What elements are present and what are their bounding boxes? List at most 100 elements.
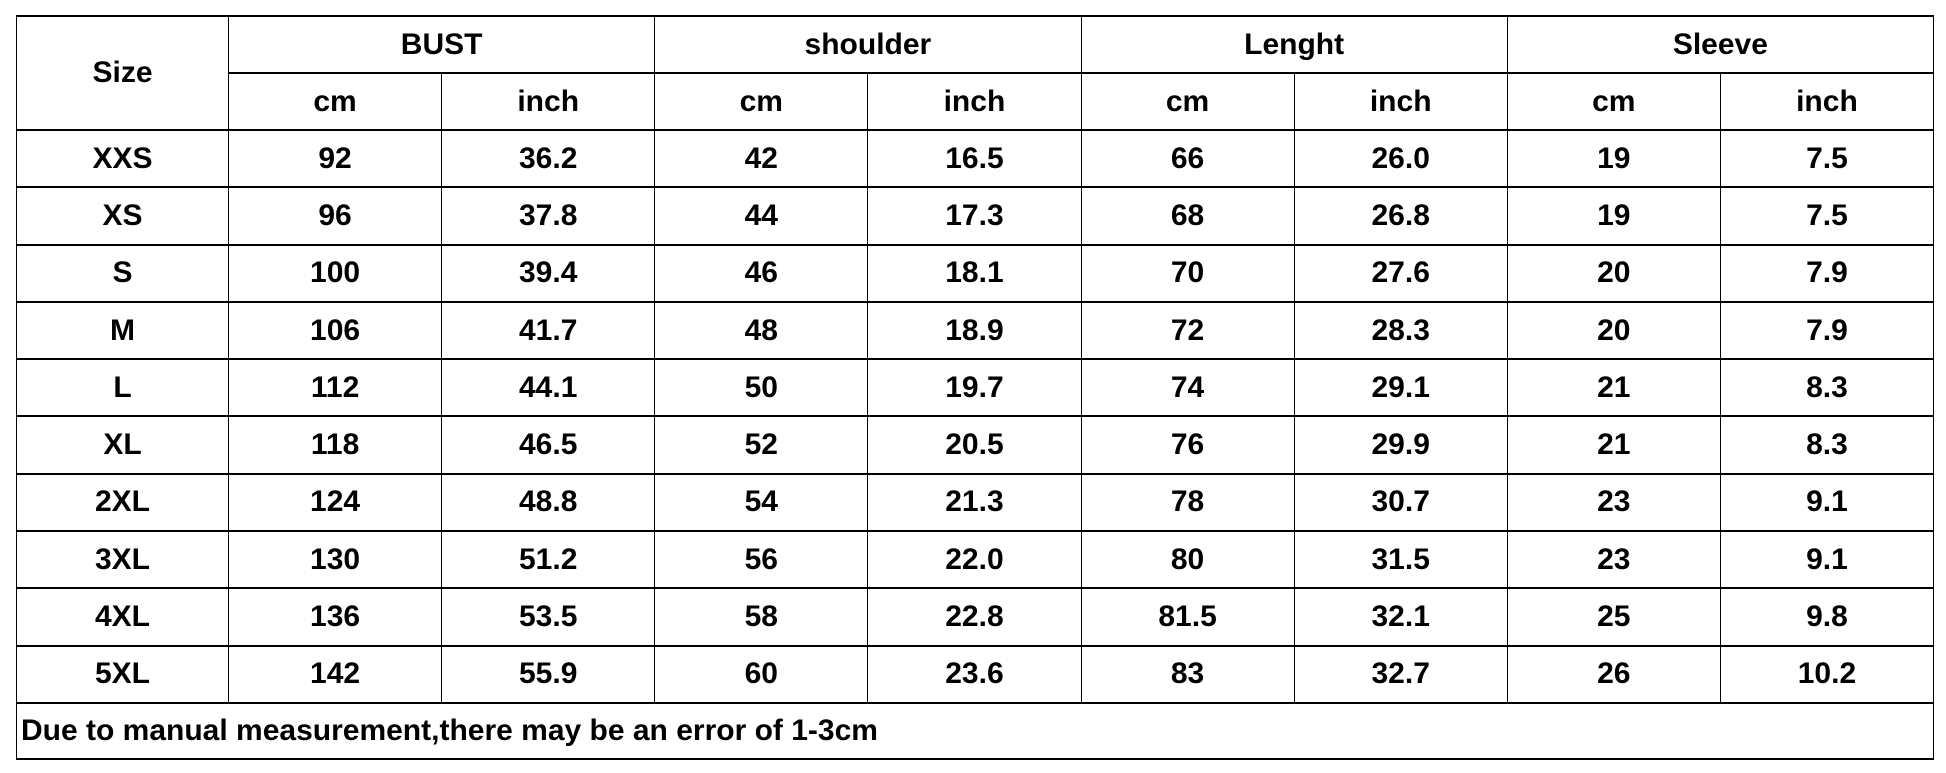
table-row: XL 118 46.5 52 20.5 76 29.9 21 8.3 [16,415,1935,475]
table-row: XXS 92 36.2 42 16.5 66 26.0 19 7.5 [16,128,1935,189]
value-cell: 17.3 [867,186,1082,246]
unit-header-inch: inch [867,72,1082,131]
value-cell: 66 [1080,128,1295,189]
value-cell: 20 [1506,300,1721,361]
value-cell: 44.1 [441,358,656,418]
value-cell: 19 [1506,186,1721,246]
value-cell: 22.0 [867,530,1082,590]
value-cell: 18.1 [867,243,1082,303]
value-cell: 23.6 [867,644,1082,704]
value-cell: 8.3 [1719,358,1935,418]
value-cell: 106 [227,300,443,361]
value-cell: 16.5 [867,128,1082,189]
group-header-bust: BUST [227,15,656,74]
value-cell: 8.3 [1719,415,1935,475]
unit-header-inch: inch [1719,72,1935,131]
value-cell: 44 [654,186,869,246]
size-cell: L [16,358,229,418]
value-cell: 78 [1080,472,1295,533]
value-cell: 26.8 [1293,186,1508,246]
value-cell: 68 [1080,186,1295,246]
value-cell: 32.7 [1293,644,1508,704]
table-row: 5XL 142 55.9 60 23.6 83 32.7 26 10.2 [16,644,1935,704]
value-cell: 80 [1080,530,1295,590]
value-cell: 9.1 [1719,472,1935,533]
unit-header-cm: cm [1080,72,1295,131]
value-cell: 21.3 [867,472,1082,533]
value-cell: 37.8 [441,186,656,246]
value-cell: 56 [654,530,869,590]
unit-header-inch: inch [441,72,656,131]
value-cell: 7.9 [1719,243,1935,303]
value-cell: 100 [227,243,443,303]
value-cell: 72 [1080,300,1295,361]
table-row: S 100 39.4 46 18.1 70 27.6 20 7.9 [16,243,1935,303]
value-cell: 92 [227,128,443,189]
group-header-lenght: Lenght [1080,15,1508,74]
table-row: XS 96 37.8 44 17.3 68 26.8 19 7.5 [16,186,1935,246]
value-cell: 81.5 [1080,587,1295,647]
size-cell: XXS [16,128,229,189]
value-cell: 7.5 [1719,186,1935,246]
value-cell: 7.9 [1719,300,1935,361]
header-row-units: cm inch cm inch cm inch cm inch [17,72,1935,131]
value-cell: 118 [227,415,443,475]
value-cell: 46.5 [441,415,656,475]
unit-header-cm: cm [227,72,443,131]
value-cell: 42 [654,128,869,189]
value-cell: 76 [1080,415,1295,475]
value-cell: 124 [227,472,443,533]
unit-header-cm: cm [1506,72,1721,131]
value-cell: 39.4 [441,243,656,303]
value-cell: 20 [1506,243,1721,303]
table-row: 4XL 136 53.5 58 22.8 81.5 32.1 25 9.8 [16,587,1935,647]
value-cell: 32.1 [1293,587,1508,647]
value-cell: 112 [227,358,443,418]
table-row: 2XL 124 48.8 54 21.3 78 30.7 23 9.1 [16,472,1935,533]
value-cell: 9.8 [1719,587,1935,647]
value-cell: 26 [1506,644,1721,704]
value-cell: 29.9 [1293,415,1508,475]
value-cell: 48.8 [441,472,656,533]
value-cell: 136 [227,587,443,647]
size-chart-table: Size BUST shoulder Lenght Sleeve cm inch cm inch… [16,15,1935,760]
value-cell: 21 [1506,415,1721,475]
size-cell: M [16,300,229,361]
value-cell: 10.2 [1719,644,1935,704]
value-cell: 36.2 [441,128,656,189]
value-cell: 130 [227,530,443,590]
value-cell: 28.3 [1293,300,1508,361]
value-cell: 18.9 [867,300,1082,361]
size-header: Size [16,15,229,131]
value-cell: 55.9 [441,644,656,704]
table-row: M 106 41.7 48 18.9 72 28.3 20 7.9 [16,300,1935,361]
value-cell: 83 [1080,644,1295,704]
value-cell: 51.2 [441,530,656,590]
value-cell: 9.1 [1719,530,1935,590]
unit-header-inch: inch [1293,72,1508,131]
unit-header-cm: cm [654,72,869,131]
value-cell: 31.5 [1293,530,1508,590]
group-header-sleeve: Sleeve [1506,15,1935,74]
value-cell: 21 [1506,358,1721,418]
value-cell: 70 [1080,243,1295,303]
size-cell: S [16,243,229,303]
size-cell: 4XL [16,587,229,647]
value-cell: 20.5 [867,415,1082,475]
size-cell: 5XL [16,644,229,704]
size-cell: 2XL [16,472,229,533]
value-cell: 25 [1506,587,1721,647]
value-cell: 50 [654,358,869,418]
table-row: 3XL 130 51.2 56 22.0 80 31.5 23 9.1 [16,530,1935,590]
value-cell: 58 [654,587,869,647]
value-cell: 26.0 [1293,128,1508,189]
value-cell: 7.5 [1719,128,1935,189]
measurement-note: Due to manual measurement,there may be a… [16,701,1934,760]
value-cell: 60 [654,644,869,704]
value-cell: 74 [1080,358,1295,418]
value-cell: 52 [654,415,869,475]
value-cell: 29.1 [1293,358,1508,418]
size-cell: 3XL [16,530,229,590]
size-cell: XL [16,415,229,475]
value-cell: 96 [227,186,443,246]
